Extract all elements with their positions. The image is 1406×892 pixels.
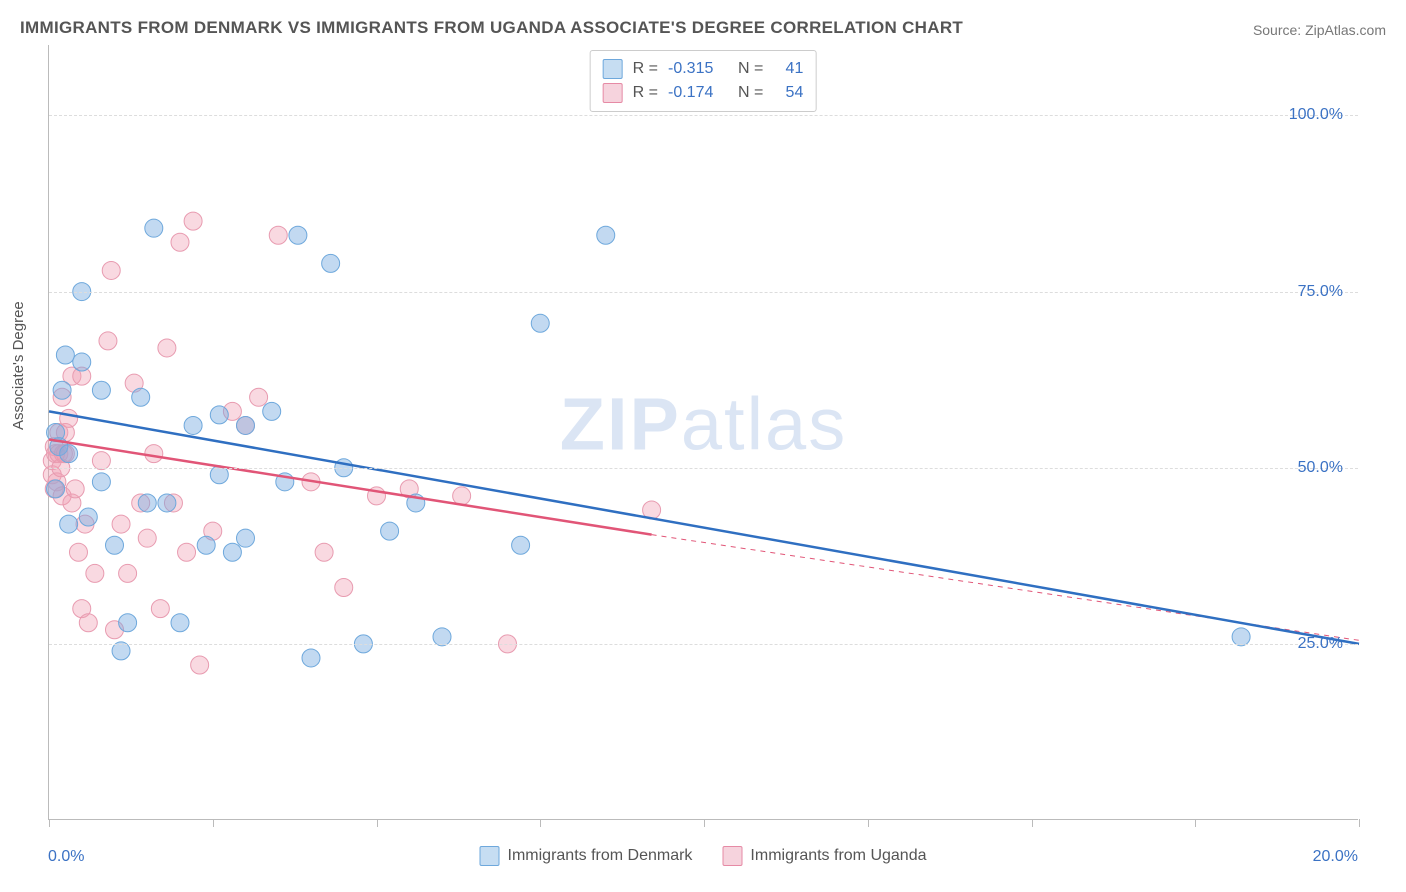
legend-series-label: Immigrants from Uganda — [750, 847, 926, 865]
scatter-point-denmark — [106, 536, 124, 554]
legend-series-uganda: Immigrants from Uganda — [722, 846, 926, 866]
grid-line — [49, 115, 1358, 116]
scatter-point-denmark — [302, 649, 320, 667]
scatter-point-denmark — [223, 543, 241, 561]
chart-container: IMMIGRANTS FROM DENMARK VS IMMIGRANTS FR… — [0, 0, 1406, 892]
scatter-point-uganda — [66, 480, 84, 498]
n-value: 54 — [773, 84, 803, 102]
scatter-point-uganda — [315, 543, 333, 561]
x-tick — [540, 819, 541, 827]
trendline-denmark — [49, 411, 1359, 644]
grid-line — [49, 468, 1358, 469]
scatter-point-denmark — [53, 381, 71, 399]
legend-series-denmark: Immigrants from Denmark — [480, 846, 693, 866]
scatter-point-uganda — [158, 339, 176, 357]
scatter-point-uganda — [269, 226, 287, 244]
scatter-point-uganda — [60, 409, 78, 427]
scatter-point-denmark — [597, 226, 615, 244]
scatter-point-denmark — [210, 406, 228, 424]
legend-swatch-uganda — [722, 846, 742, 866]
scatter-point-uganda — [138, 529, 156, 547]
scatter-point-uganda — [119, 564, 137, 582]
scatter-point-denmark — [47, 480, 65, 498]
x-tick — [1195, 819, 1196, 827]
series-legend: Immigrants from Denmark Immigrants from U… — [480, 846, 927, 866]
scatter-point-denmark — [184, 416, 202, 434]
x-tick — [49, 819, 50, 827]
scatter-point-uganda — [99, 332, 117, 350]
scatter-point-denmark — [322, 254, 340, 272]
y-tick-label: 50.0% — [1298, 459, 1343, 477]
n-label: N = — [738, 60, 763, 78]
scatter-point-denmark — [289, 226, 307, 244]
scatter-point-denmark — [79, 508, 97, 526]
scatter-point-denmark — [92, 381, 110, 399]
x-tick — [1032, 819, 1033, 827]
scatter-point-uganda — [184, 212, 202, 230]
correlation-legend: R = -0.315 N = 41 R = -0.174 N = 54 — [590, 50, 817, 112]
scatter-point-denmark — [158, 494, 176, 512]
scatter-point-uganda — [335, 579, 353, 597]
scatter-point-uganda — [151, 600, 169, 618]
scatter-point-uganda — [453, 487, 471, 505]
scatter-point-denmark — [237, 529, 255, 547]
plot-area: ZIPatlas 25.0%50.0%75.0%100.0% — [48, 45, 1358, 820]
scatter-point-uganda — [112, 515, 130, 533]
scatter-point-denmark — [237, 416, 255, 434]
legend-stat-row-denmark: R = -0.315 N = 41 — [603, 57, 804, 81]
scatter-point-uganda — [191, 656, 209, 674]
scatter-point-denmark — [381, 522, 399, 540]
scatter-point-uganda — [102, 261, 120, 279]
scatter-point-uganda — [86, 564, 104, 582]
scatter-point-denmark — [60, 445, 78, 463]
scatter-point-denmark — [92, 473, 110, 491]
scatter-point-denmark — [171, 614, 189, 632]
scatter-point-denmark — [197, 536, 215, 554]
y-axis-label: Associate's Degree — [10, 301, 27, 430]
x-tick — [377, 819, 378, 827]
y-tick-label: 100.0% — [1289, 106, 1343, 124]
scatter-point-uganda — [171, 233, 189, 251]
x-tick — [1359, 819, 1360, 827]
scatter-point-denmark — [263, 402, 281, 420]
n-value: 41 — [773, 60, 803, 78]
y-tick-label: 75.0% — [1298, 283, 1343, 301]
scatter-point-denmark — [56, 346, 74, 364]
r-value: -0.174 — [668, 84, 728, 102]
chart-title: IMMIGRANTS FROM DENMARK VS IMMIGRANTS FR… — [20, 18, 963, 38]
x-tick — [868, 819, 869, 827]
legend-series-label: Immigrants from Denmark — [508, 847, 693, 865]
scatter-point-denmark — [132, 388, 150, 406]
scatter-point-denmark — [145, 219, 163, 237]
scatter-point-uganda — [250, 388, 268, 406]
r-value: -0.315 — [668, 60, 728, 78]
scatter-point-denmark — [138, 494, 156, 512]
source-attribution: Source: ZipAtlas.com — [1253, 22, 1386, 38]
x-tick — [704, 819, 705, 827]
legend-swatch-uganda — [603, 83, 623, 103]
legend-swatch-denmark — [480, 846, 500, 866]
grid-line — [49, 644, 1358, 645]
grid-line — [49, 292, 1358, 293]
x-max-label: 20.0% — [1313, 848, 1358, 866]
scatter-point-denmark — [73, 353, 91, 371]
r-label: R = — [633, 84, 658, 102]
scatter-point-denmark — [119, 614, 137, 632]
scatter-point-uganda — [69, 543, 87, 561]
x-tick — [213, 819, 214, 827]
scatter-point-denmark — [60, 515, 78, 533]
x-min-label: 0.0% — [48, 848, 84, 866]
scatter-point-uganda — [145, 445, 163, 463]
r-label: R = — [633, 60, 658, 78]
legend-swatch-denmark — [603, 59, 623, 79]
y-tick-label: 25.0% — [1298, 635, 1343, 653]
trendline-uganda — [49, 440, 652, 535]
scatter-point-uganda — [79, 614, 97, 632]
chart-svg — [49, 45, 1358, 819]
scatter-point-uganda — [178, 543, 196, 561]
legend-stat-row-uganda: R = -0.174 N = 54 — [603, 81, 804, 105]
scatter-point-denmark — [531, 314, 549, 332]
scatter-point-denmark — [512, 536, 530, 554]
n-label: N = — [738, 84, 763, 102]
